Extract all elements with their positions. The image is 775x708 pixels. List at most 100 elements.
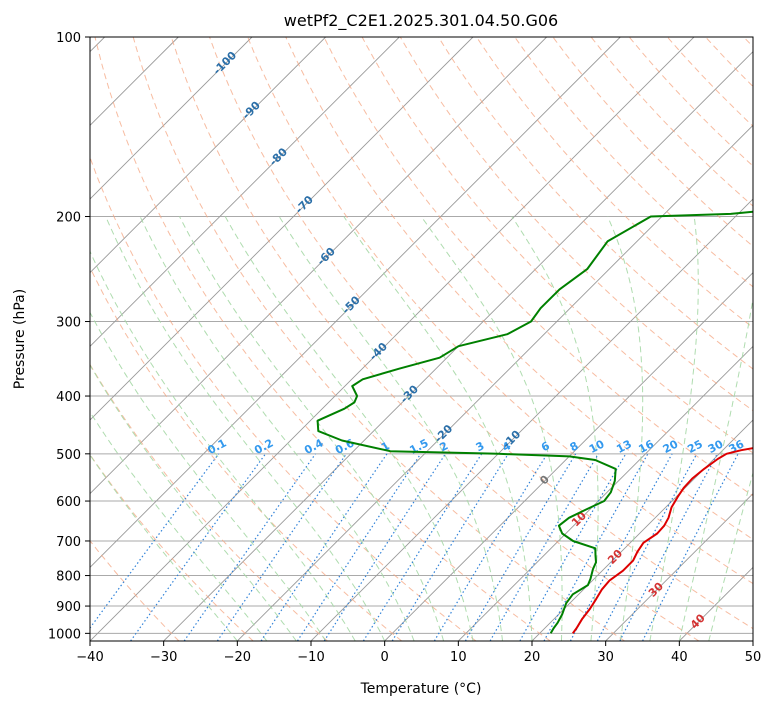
x-tick-label: 10 xyxy=(450,650,467,665)
mixing-ratio-line xyxy=(260,453,388,641)
series-layer xyxy=(316,210,753,634)
dry-adiabat xyxy=(399,37,753,412)
x-tick-label: 0 xyxy=(381,650,389,665)
dry-adiabat xyxy=(743,37,753,48)
y-tick-label: 200 xyxy=(56,211,81,226)
isotherm xyxy=(310,198,753,641)
y-tick-label: 400 xyxy=(56,390,81,405)
dry-adiabat-label: -20 xyxy=(432,422,455,445)
moist-adiabat xyxy=(420,216,563,641)
moist-adiabat xyxy=(90,364,297,641)
temperature-line xyxy=(571,447,753,634)
dry-adiabat xyxy=(552,37,753,247)
y-tick-label: 600 xyxy=(56,495,81,510)
isotherm xyxy=(752,640,753,641)
mixing-ratio-label: 25 xyxy=(685,437,705,456)
dry-adiabat-label: -90 xyxy=(240,99,263,122)
dry-adiabat-label: 20 xyxy=(605,547,625,567)
dry-adiabat xyxy=(590,37,753,207)
mixing-ratio-line xyxy=(596,453,698,641)
dry-adiabat xyxy=(514,37,753,288)
x-tick-label: 30 xyxy=(597,650,614,665)
moist-adiabat xyxy=(278,216,503,641)
y-tick-label: 100 xyxy=(56,31,81,46)
y-tick-label: 800 xyxy=(56,570,81,585)
dry-adiabat xyxy=(209,37,753,630)
moist-adiabat xyxy=(90,250,356,641)
dry-adiabat xyxy=(285,37,753,540)
y-tick-label: 500 xyxy=(56,448,81,463)
dry-adiabat xyxy=(247,37,753,585)
moist-adiabat xyxy=(105,216,386,641)
dry-adiabat xyxy=(90,453,254,641)
dewpoint-line xyxy=(316,210,753,634)
moist-adiabat xyxy=(224,216,474,641)
moist-adiabat xyxy=(649,216,699,641)
mixing-ratio-line xyxy=(569,453,673,641)
mixing-ratio-label: 13 xyxy=(614,437,634,456)
x-axis-label: Temperature (°C) xyxy=(360,681,482,697)
tick-layer: −40 −30 −20 −10 0 10 20 30 40 50 100 200 300 400 500 60… xyxy=(48,31,761,665)
dry-adiabat xyxy=(667,37,753,127)
x-tick-label: −20 xyxy=(224,650,251,665)
moist-adiabat xyxy=(343,216,533,641)
mixing-ratio-line xyxy=(362,453,483,641)
dry-adiabat xyxy=(90,266,403,641)
mixing-ratio-line xyxy=(90,453,220,629)
dry-adiabat-label: -40 xyxy=(367,340,390,363)
dry-adiabat xyxy=(323,37,753,497)
x-tick-label: −10 xyxy=(297,650,324,665)
moist-adiabat xyxy=(511,216,599,641)
mixing-ratio-line xyxy=(464,453,577,641)
moist-adiabat xyxy=(607,216,644,641)
moist-adiabat xyxy=(90,411,268,641)
isotherm xyxy=(384,272,753,641)
mixing-ratio-line xyxy=(619,453,718,641)
dry-adiabat xyxy=(361,37,753,454)
mixing-ratio-line xyxy=(296,453,422,641)
dry-adiabat-label: -60 xyxy=(315,245,338,268)
y-tick-label: 900 xyxy=(56,600,81,615)
isotherm xyxy=(90,37,547,495)
mixing-ratio-line xyxy=(183,453,316,641)
isotherm xyxy=(90,37,400,347)
y-tick-label: 1000 xyxy=(48,627,81,642)
x-tick-label: 50 xyxy=(745,650,762,665)
x-tick-label: −30 xyxy=(150,650,177,665)
isotherm xyxy=(163,51,753,641)
mixing-ratio-label: 6 xyxy=(539,439,552,454)
isotherm xyxy=(679,566,753,641)
moist-adiabat xyxy=(90,311,327,641)
mixing-ratio-line xyxy=(519,453,627,641)
y-tick-label: 300 xyxy=(56,316,81,331)
moist-adiabat xyxy=(90,454,238,641)
isotherm xyxy=(90,37,253,200)
x-tick-label: 40 xyxy=(671,650,688,665)
x-tick-label: 20 xyxy=(524,650,541,665)
dry-adiabat xyxy=(476,37,753,329)
dry-adiabat xyxy=(90,156,477,641)
mixing-ratio-label: 16 xyxy=(636,437,656,456)
dry-adiabat xyxy=(90,363,328,641)
mixing-ratio-line xyxy=(216,453,347,641)
mixing-ratio-label: 3 xyxy=(474,439,487,454)
mixing-ratio-label: 30 xyxy=(706,437,726,456)
mixing-ratio-label: 36 xyxy=(727,437,747,456)
isotherm xyxy=(90,37,621,568)
dry-adiabat xyxy=(132,37,625,641)
isotherm xyxy=(605,493,753,641)
grid-layer xyxy=(90,37,753,641)
isotherm xyxy=(90,37,695,641)
moist-adiabat xyxy=(139,216,415,641)
isotherm xyxy=(90,37,326,274)
isotherm xyxy=(458,345,753,641)
dry-adiabat xyxy=(705,37,753,88)
chart-title: wetPf2_C2E1.2025.301.04.50.G06 xyxy=(284,11,558,31)
mixing-ratio-line xyxy=(130,453,267,641)
annotation-layer: 0.1 0.2 0.4 0.6 1 1.5 2 3 4 6 8 10 13 16 20 25 30 36-100-… xyxy=(205,49,746,632)
plot-frame xyxy=(89,36,754,642)
dry-adiabat xyxy=(94,37,551,641)
mixing-ratio-label: 20 xyxy=(661,437,681,456)
dry-adiabat-label: 40 xyxy=(688,611,708,631)
